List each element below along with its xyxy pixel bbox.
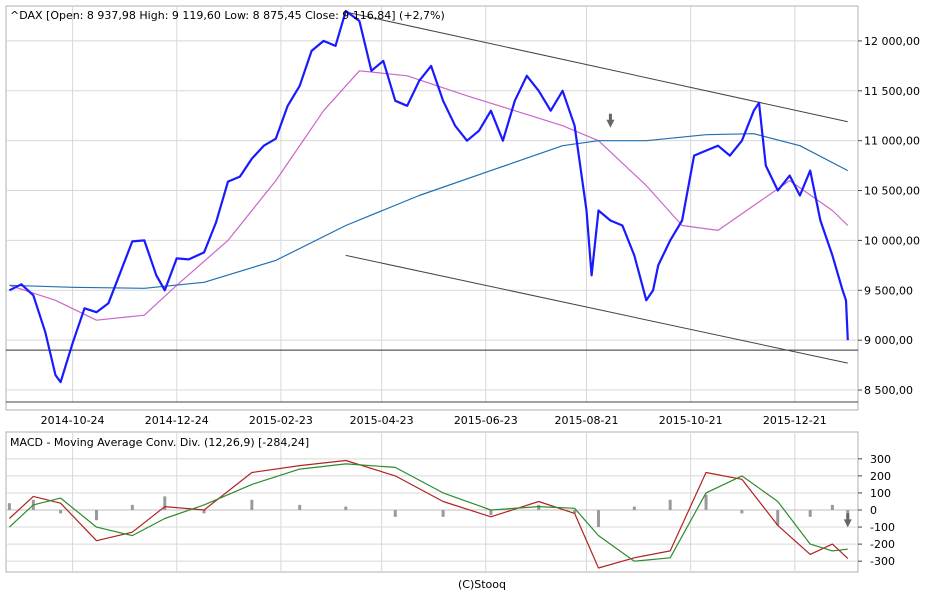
macd-markers xyxy=(843,513,852,528)
price-x-tick-label: 2014-12-24 xyxy=(145,414,209,427)
price-y-tick-label: 9 500,00 xyxy=(864,284,913,297)
trend-line xyxy=(345,11,848,123)
price-y-tick-label: 10 500,00 xyxy=(864,185,920,198)
price-y-tick-labels: 12 000,00 11 500,00 11 000,00 10 500,00 10 0… xyxy=(864,35,920,397)
price-y-tick-label: 11 500,00 xyxy=(864,85,920,98)
macd-y-tick-label: 0 xyxy=(870,504,877,517)
down-arrow-marker xyxy=(606,113,615,128)
macd-y-tick-label: 200 xyxy=(870,470,891,483)
footer-credit: (C)Stooq xyxy=(458,578,506,591)
macd-series-group xyxy=(7,459,850,569)
macd-grid xyxy=(6,432,862,572)
price-series-sma_long xyxy=(9,133,849,289)
price-y-tick-label: 8 500,00 xyxy=(864,384,913,397)
price-y-tick-label: 10 000,00 xyxy=(864,234,920,247)
price-y-tick-label: 11 000,00 xyxy=(864,135,920,148)
price-series-price xyxy=(8,9,849,384)
price-series-group xyxy=(8,9,849,384)
price-x-tick-label: 2014-10-24 xyxy=(41,414,105,427)
price-markers xyxy=(606,113,615,128)
macd-series-signal xyxy=(8,463,848,562)
price-x-tick-label: 2015-06-23 xyxy=(454,414,518,427)
price-x-tick-labels: 2014-10-24 2014-12-24 2015-02-23 2015-04-23… xyxy=(41,414,827,427)
price-grid xyxy=(6,6,862,402)
macd-y-tick-labels: 300 200 100 0 -100 -200 -300 xyxy=(870,453,895,568)
price-x-tick-label: 2015-08-21 xyxy=(555,414,619,427)
price-x-tick-label: 2015-10-21 xyxy=(659,414,723,427)
price-plot-frame xyxy=(5,5,859,411)
macd-plot-frame xyxy=(5,431,859,573)
macd-y-tick-label: -100 xyxy=(870,521,895,534)
macd-y-tick-label: 300 xyxy=(870,453,891,466)
macd-panel: MACD - Moving Average Conv. Div. (12,26,… xyxy=(5,431,895,573)
price-x-tick-label: 2015-04-23 xyxy=(350,414,414,427)
macd-y-tick-label: -200 xyxy=(870,538,895,551)
trend-lines xyxy=(345,11,848,364)
macd-chart-title: MACD - Moving Average Conv. Div. (12,26,… xyxy=(10,436,309,449)
price-y-tick-label: 9 000,00 xyxy=(864,334,913,347)
macd-y-tick-label: 100 xyxy=(870,487,891,500)
price-y-tick-label: 12 000,00 xyxy=(864,35,920,48)
price-panel: ^DAX [Open: 8 937,98 High: 9 119,60 Low:… xyxy=(5,5,920,427)
price-x-tick-label: 2015-02-23 xyxy=(249,414,313,427)
trend-line xyxy=(345,254,848,364)
price-x-tick-label: 2015-12-21 xyxy=(763,414,827,427)
price-series-sma_short xyxy=(9,70,849,321)
down-arrow-marker xyxy=(843,513,852,528)
price-chart-title: ^DAX [Open: 8 937,98 High: 9 119,60 Low:… xyxy=(10,9,445,22)
macd-y-tick-label: -300 xyxy=(870,555,895,568)
